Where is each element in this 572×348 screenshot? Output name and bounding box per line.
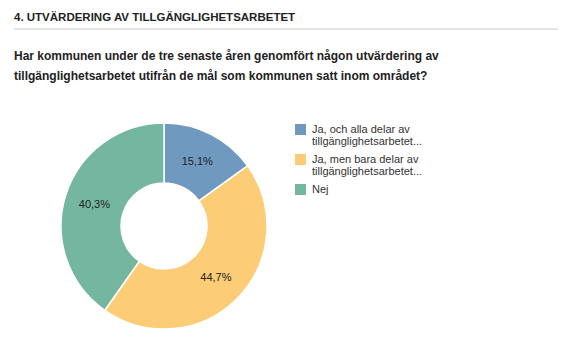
legend-swatch [295,184,306,195]
text-line: tillgänglighetsarbetet... [312,165,422,177]
title-rule [14,29,558,30]
slice [61,123,164,310]
legend-label: Nej [312,183,329,195]
text-line: tillgänglighetsarbetet utifrån de mål so… [14,69,427,83]
subtitle: Har kommunen under de tre senaste åren g… [14,49,439,83]
text-line: Nej [312,183,329,195]
legend-swatch [295,154,306,165]
data-label: 44,7% [200,271,231,283]
text-line: Ja, men bara delar av [312,153,419,165]
title: 4. UTVÄRDERING AV TILLGÄNGLIGHETSARBETET [14,11,295,23]
text-line: Ja, och alla delar av [312,123,410,135]
data-label: 40,3% [79,198,110,210]
text-line: Har kommunen under de tre senaste åren g… [14,49,439,63]
legend: Ja, och alla delar avtillgänglighetsarbe… [295,123,422,195]
legend-swatch [295,124,306,135]
legend-label: Ja, men bara delar avtillgänglighetsarbe… [312,153,422,177]
legend-label: Ja, och alla delar avtillgänglighetsarbe… [312,123,422,147]
chart: 4. UTVÄRDERING AV TILLGÄNGLIGHETSARBETET… [0,0,572,348]
text-line: tillgänglighetsarbetet... [312,135,422,147]
data-label: 15,1% [182,155,213,167]
donut [61,123,267,329]
